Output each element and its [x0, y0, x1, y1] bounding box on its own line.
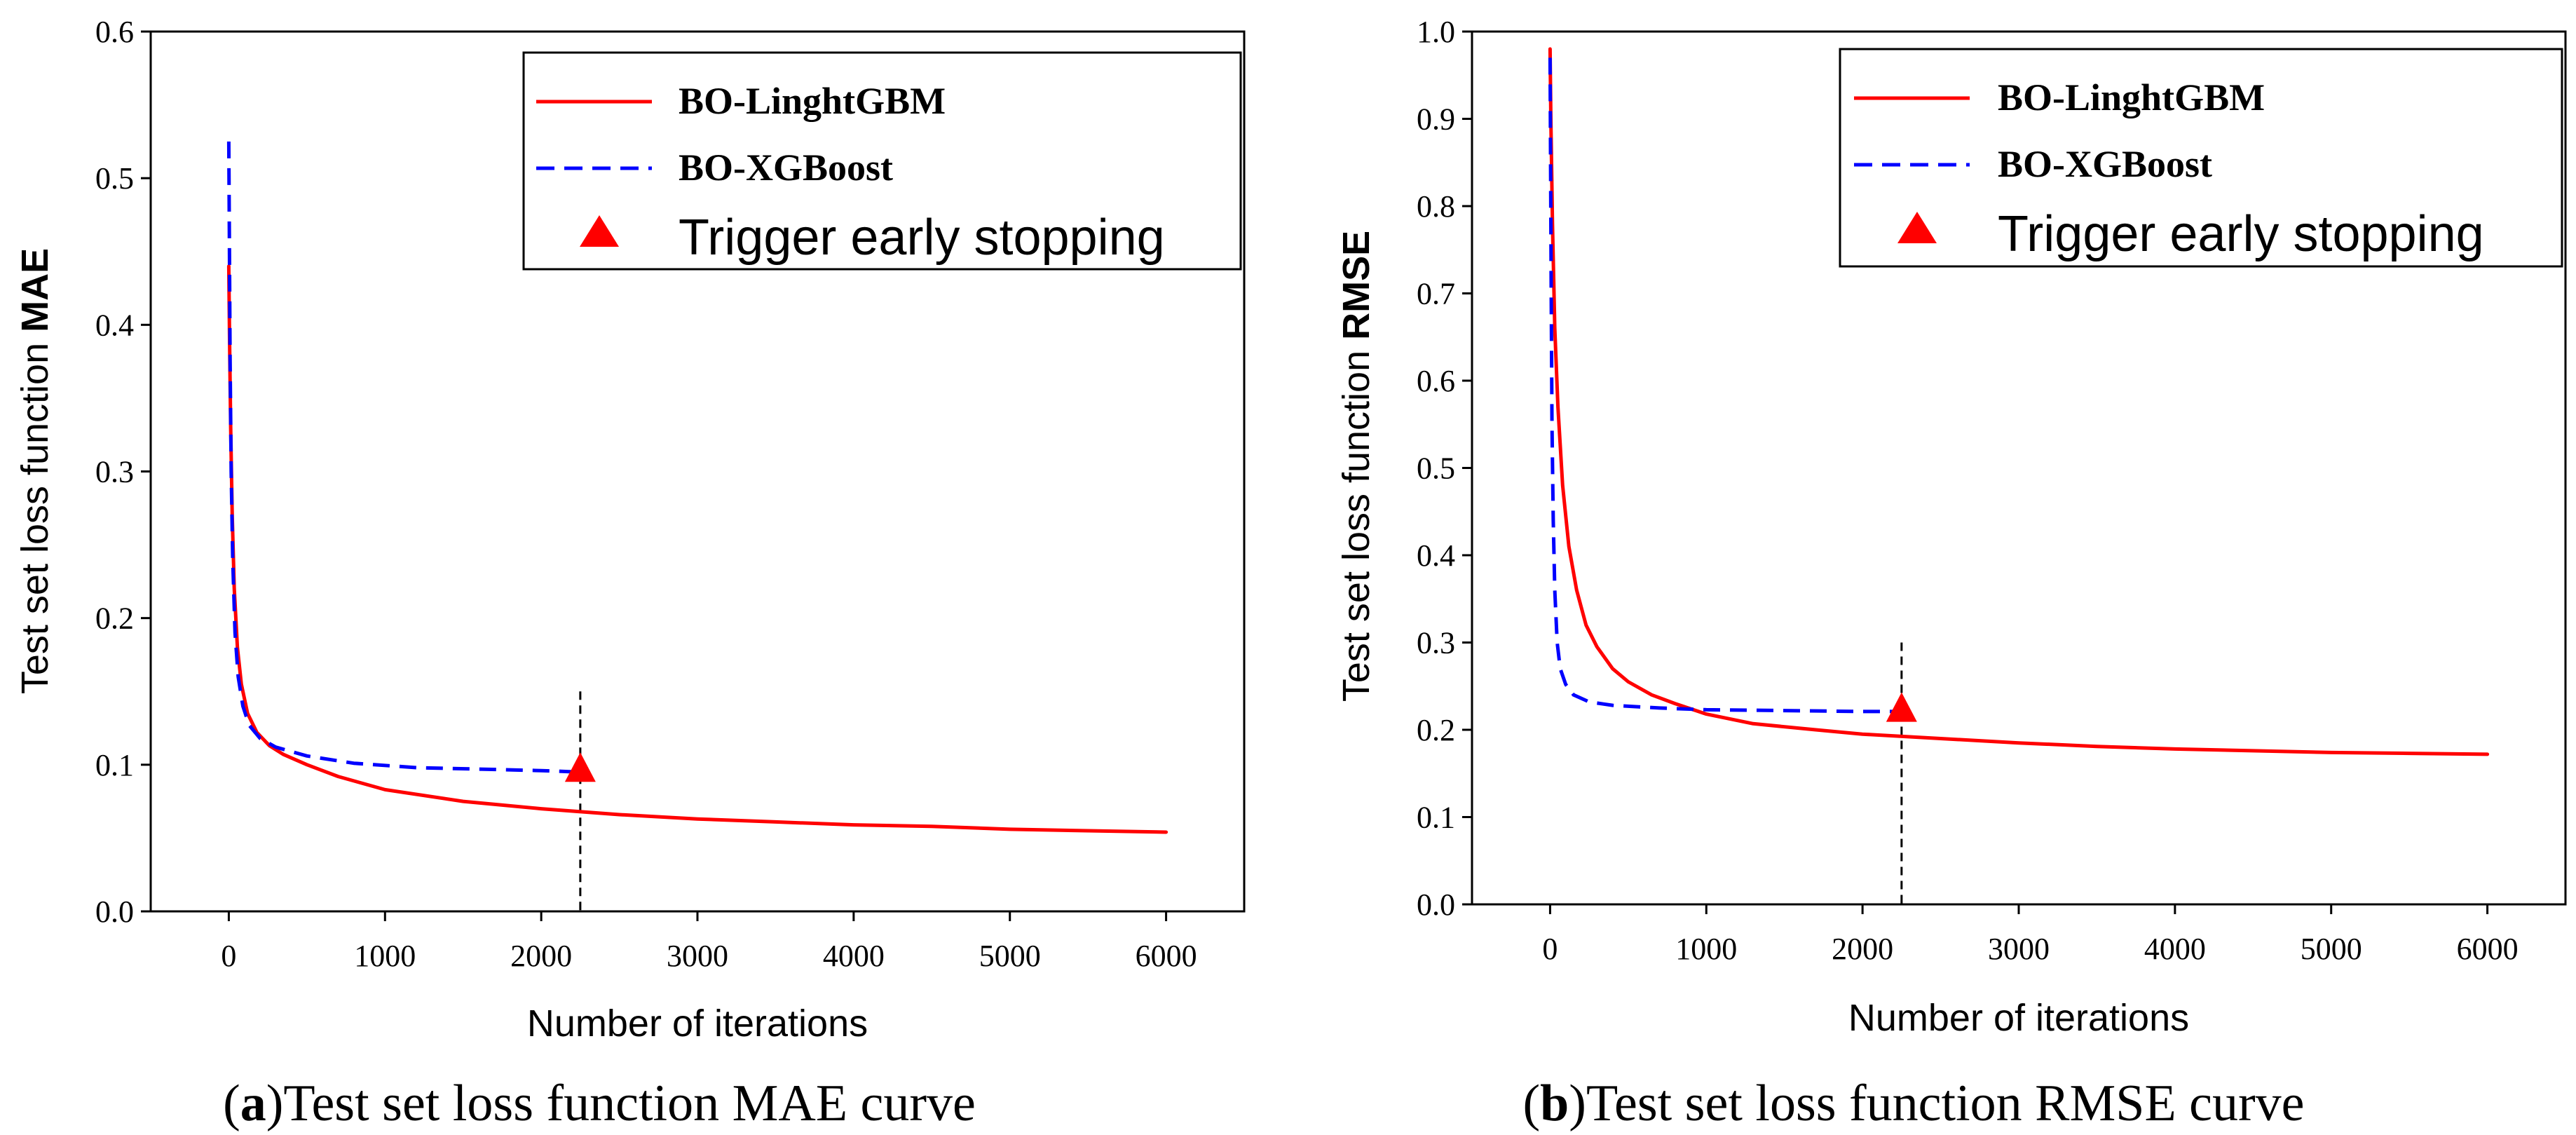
series-line-bo-xgboost	[226, 141, 580, 774]
y-axis-ticks: 0.0 0.1 0.2 0.3 0.4 0.5 0.6	[95, 15, 151, 929]
legend-box	[522, 51, 1242, 271]
y-tick-label: 0.9	[1417, 102, 1455, 137]
y-tick-label: 0.5	[95, 161, 134, 196]
x-tick-label: 2000	[1832, 932, 1893, 966]
legend-triangle-marker	[1897, 212, 1937, 243]
y-tick-label: 0.2	[1417, 713, 1455, 747]
y-tick-label: 0.2	[95, 602, 134, 636]
mae-chart-panel: 0.0 0.1 0.2 0.3 0.4 0.5 0.6 0 1000 2000 3000 4000 5…	[14, 15, 1246, 1132]
legend-label-early-stopping: Trigger early stopping	[679, 210, 1165, 266]
y-tick-label: 0.0	[95, 895, 134, 929]
legend: BO-LinghtGBM BO-XGBoost Trigger early st…	[1839, 48, 2563, 268]
y-axis-label-prefix: Test set loss function	[1335, 340, 1377, 702]
rmse-chart-panel: 0.0 0.1 0.2 0.3 0.4 0.5 0.6 0.7 0.8 0.9 1.0 0 1000 2…	[1335, 15, 2567, 1132]
legend-box	[1839, 48, 2563, 268]
legend-label-xgboost: BO-XGBoost	[1998, 143, 2212, 185]
x-tick-label: 3000	[1988, 932, 2050, 966]
caption-text: )Test set loss function MAE curve	[266, 1075, 976, 1132]
series-line-bo-xgboost	[1548, 57, 1902, 714]
early-stopping-marker	[1886, 692, 1917, 722]
chart-marks	[1548, 47, 2490, 904]
legend-label-xgboost: BO-XGBoost	[679, 147, 893, 189]
legend: BO-LinghtGBM BO-XGBoost Trigger early st…	[522, 51, 1242, 271]
x-tick-label: 3000	[667, 939, 728, 973]
x-axis-ticks: 0 1000 2000 3000 4000 5000 6000	[1542, 904, 2519, 966]
y-axis-ticks: 0.0 0.1 0.2 0.3 0.4 0.5 0.6 0.7 0.8 0.9 1.0	[1417, 15, 1472, 922]
y-tick-label: 0.8	[1417, 189, 1455, 224]
y-tick-label: 0.4	[1417, 538, 1455, 573]
y-tick-label: 0.7	[1417, 277, 1455, 311]
series-line-bo-linghtgbm	[226, 264, 1168, 834]
legend-label-lightgbm: BO-LinghtGBM	[679, 80, 946, 122]
y-axis-label: Test set loss function RMSE	[1335, 231, 1377, 702]
x-tick-label: 6000	[2457, 932, 2519, 966]
y-tick-label: 0.1	[95, 748, 134, 782]
legend-label-early-stopping: Trigger early stopping	[1998, 206, 2484, 262]
x-tick-label: 2000	[510, 939, 572, 973]
x-tick-label: 0	[221, 939, 236, 973]
panel-letter: a	[240, 1075, 266, 1132]
y-axis-label-metric: RMSE	[1335, 231, 1377, 340]
panel-caption: (a)Test set loss function MAE curve	[223, 1075, 976, 1132]
legend-label-lightgbm: BO-LinghtGBM	[1998, 76, 2265, 118]
legend-triangle-marker	[580, 215, 619, 247]
x-tick-label: 1000	[1675, 932, 1737, 966]
y-tick-label: 0.6	[1417, 364, 1455, 398]
y-tick-label: 0.3	[1417, 626, 1455, 660]
caption-text: )Test set loss function RMSE curve	[1569, 1075, 2304, 1132]
y-axis-label: Test set loss function MAE	[14, 248, 56, 694]
chart-marks	[226, 141, 1168, 911]
x-tick-label: 4000	[823, 939, 885, 973]
y-axis-label-prefix: Test set loss function	[14, 332, 56, 694]
x-tick-label: 5000	[979, 939, 1041, 973]
y-tick-label: 1.0	[1417, 15, 1455, 49]
caption-open-paren: (	[223, 1075, 240, 1132]
x-tick-label: 0	[1542, 932, 1558, 966]
x-axis-label: Number of iterations	[527, 1003, 868, 1045]
x-tick-label: 6000	[1136, 939, 1197, 973]
y-tick-label: 0.1	[1417, 801, 1455, 835]
x-tick-label: 4000	[2144, 932, 2206, 966]
y-tick-label: 0.0	[1417, 888, 1455, 922]
y-axis-label-metric: MAE	[14, 248, 56, 332]
y-tick-label: 0.5	[1417, 451, 1455, 486]
x-tick-label: 1000	[354, 939, 416, 973]
y-tick-label: 0.3	[95, 455, 134, 489]
y-tick-label: 0.4	[95, 308, 134, 342]
series-line-bo-linghtgbm	[1548, 47, 2490, 756]
early-stopping-marker	[564, 752, 596, 782]
x-tick-label: 5000	[2301, 932, 2362, 966]
x-axis-label: Number of iterations	[1848, 997, 2189, 1039]
panel-caption: (b)Test set loss function RMSE curve	[1522, 1075, 2304, 1132]
x-axis-ticks: 0 1000 2000 3000 4000 5000 6000	[221, 911, 1197, 973]
caption-open-paren: (	[1522, 1075, 1540, 1132]
y-tick-label: 0.6	[95, 15, 134, 49]
panel-letter: b	[1540, 1075, 1569, 1132]
